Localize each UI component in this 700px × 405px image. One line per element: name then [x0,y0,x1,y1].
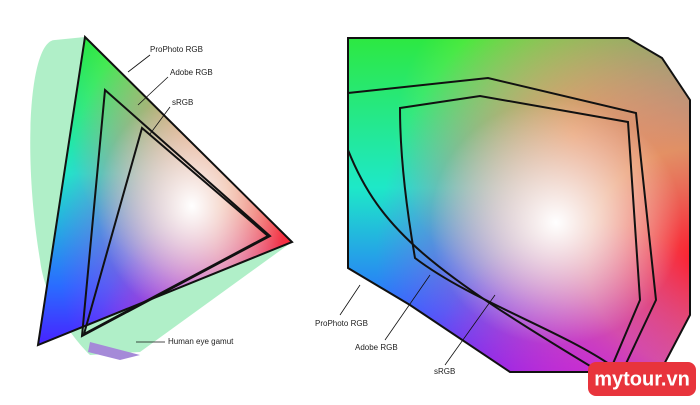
label: Adobe RGB [170,68,213,77]
eye-gamut-tail [88,342,140,360]
label: Adobe RGB [355,343,398,352]
left-outlines [36,34,294,347]
watermark-badge [588,362,696,396]
watermark: mytour.vn [594,368,690,390]
label: sRGB [434,367,455,376]
label: ProPhoto RGB [150,45,203,54]
label: sRGB [172,98,193,107]
left-arrows [127,54,171,343]
label: Human eye gamut [168,337,234,346]
right-arrows [339,274,496,366]
label: ProPhoto RGB [315,319,368,328]
right-outlines [347,37,691,373]
